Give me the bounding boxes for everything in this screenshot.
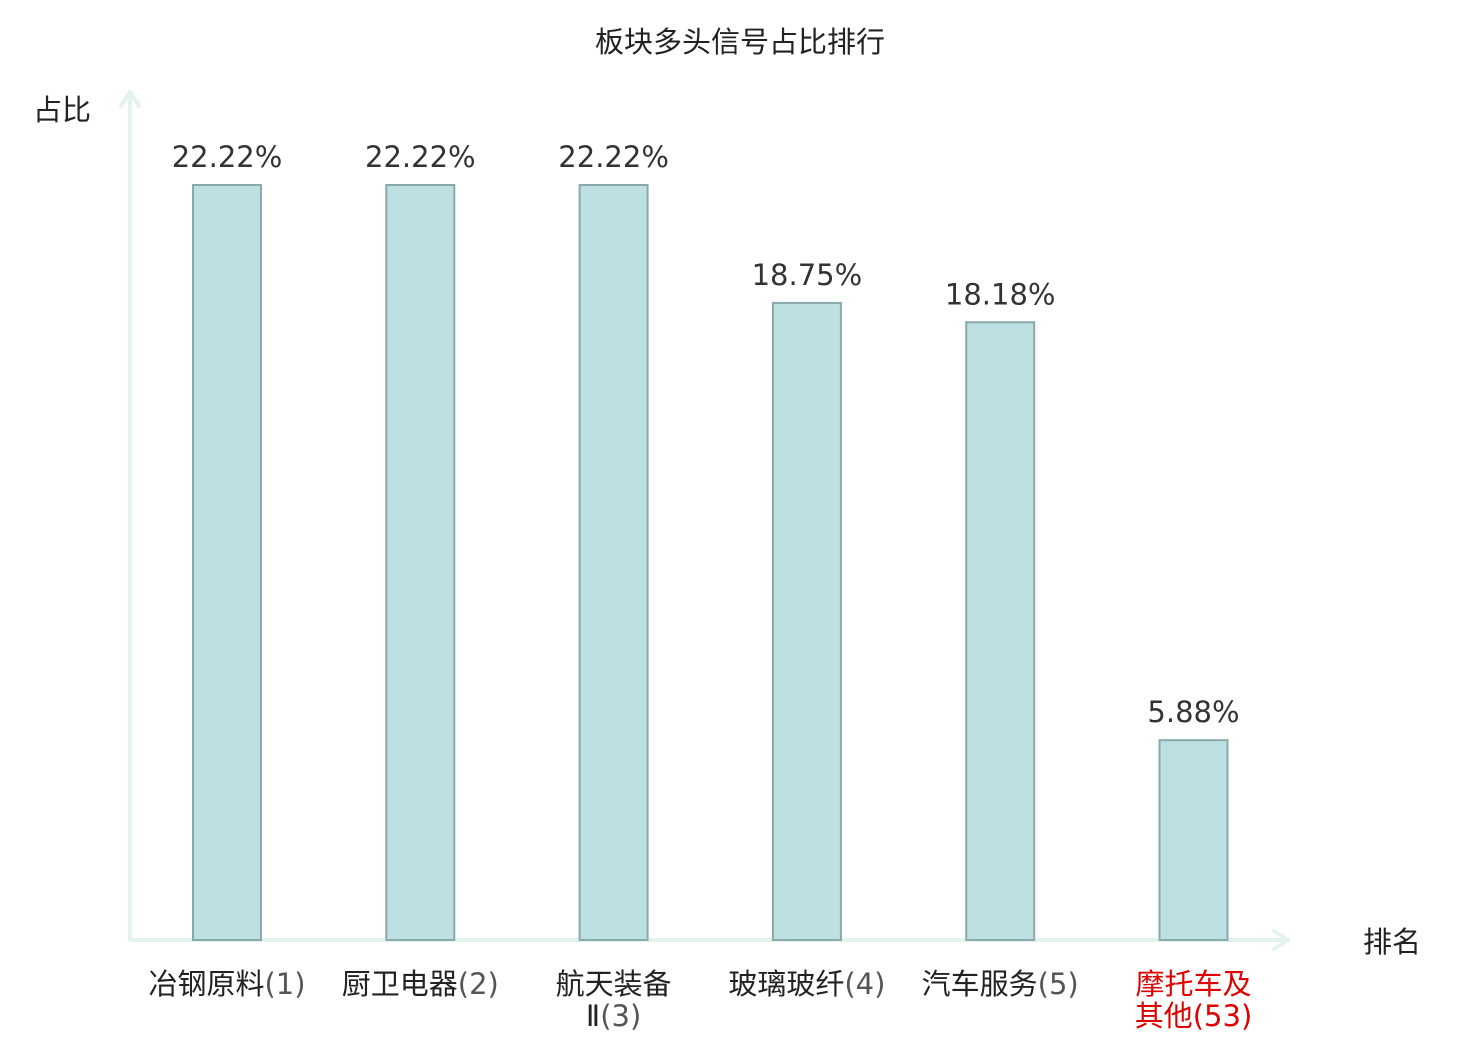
y-axis-arrow <box>119 90 141 108</box>
chart-title: 板块多头信号占比排行 <box>595 25 885 59</box>
category-label: 厨卫电器(2) <box>342 967 499 1001</box>
bar <box>385 184 456 941</box>
category-label: 冶钢原料(1) <box>148 967 305 1001</box>
bars <box>192 184 1229 942</box>
axes <box>119 90 1290 951</box>
value-labels: 22.22% 22.22% 22.22% 18.75% 18.18% 5.88% <box>172 140 1240 729</box>
x-axis-title: 排名 <box>1363 925 1421 959</box>
value-label: 18.75% <box>752 258 863 292</box>
category-label: 航天装备 Ⅱ(3) <box>556 967 672 1033</box>
y-axis-title: 占比 <box>33 93 91 127</box>
x-axis-arrow <box>1272 929 1290 951</box>
category-label: 摩托车及其他(53) <box>1135 967 1253 1033</box>
value-label: 22.22% <box>558 140 669 174</box>
value-label: 22.22% <box>172 140 283 174</box>
value-label: 22.22% <box>365 140 476 174</box>
bar <box>192 184 262 941</box>
value-label: 5.88% <box>1147 695 1239 729</box>
bar <box>965 321 1036 942</box>
category-label: 汽车服务(5) <box>922 967 1079 1001</box>
bar <box>771 301 842 941</box>
category-labels: 冶钢原料(1) 厨卫电器(2) 航天装备 Ⅱ(3) 玻璃玻纤(4) 汽车服务(5) 摩托车及… <box>148 967 1252 1033</box>
category-label: 玻璃玻纤(4) <box>728 967 885 1001</box>
bar <box>578 184 649 941</box>
value-label: 18.18% <box>945 277 1056 311</box>
bar <box>1158 739 1229 942</box>
